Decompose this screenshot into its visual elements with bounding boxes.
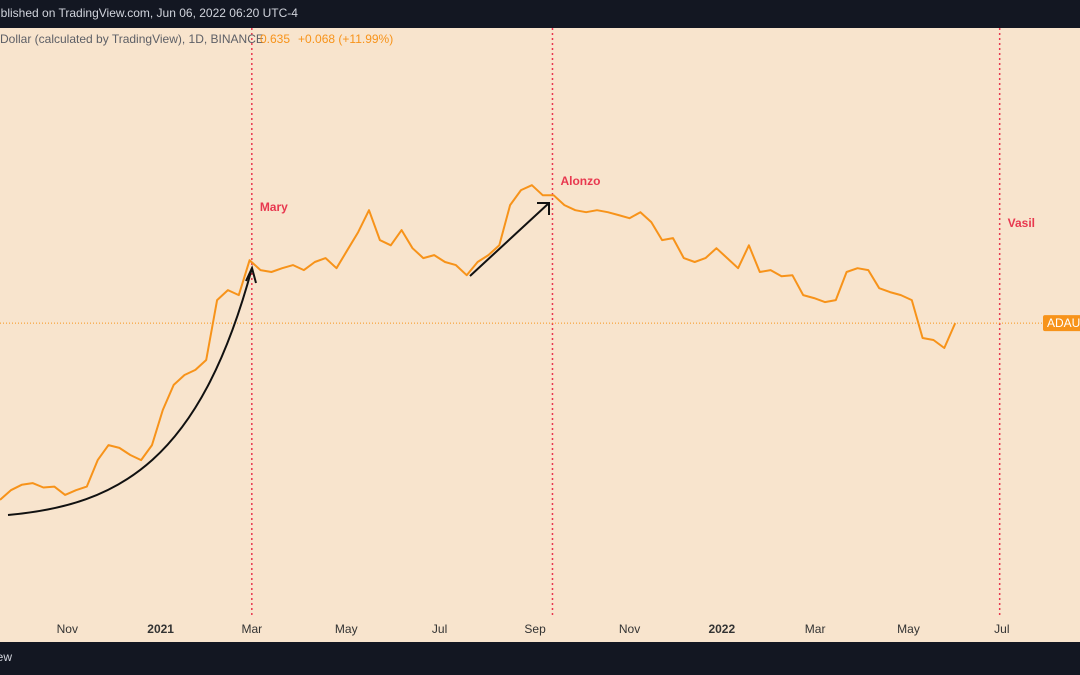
x-tick-label: Mar: [805, 622, 826, 636]
brand: TradingView: [0, 650, 12, 664]
arrowhead: [537, 202, 550, 215]
x-tick-label: May: [897, 622, 920, 636]
price-change: +0.068 (+11.99%): [298, 32, 393, 46]
x-tick-label: 2022: [708, 622, 735, 636]
x-tick-label: 2021: [147, 622, 174, 636]
x-tick-label: Nov: [619, 622, 640, 636]
published-note: Published on TradingView.com, Jun 06, 20…: [0, 6, 298, 20]
event-label: Vasil: [1008, 216, 1035, 230]
price-line: [0, 184, 957, 501]
x-tick-label: Sep: [524, 622, 546, 636]
x-tick-label: May: [335, 622, 358, 636]
top-bar: [0, 0, 1080, 28]
event-label: Alonzo: [560, 174, 600, 188]
plot-area: Nov 2021 Mar May Jul Sep Nov 2022 Mar May Jul Mary A…: [0, 28, 1080, 636]
event-label: Mary: [260, 200, 288, 214]
bottom-bar: [0, 642, 1080, 675]
price-label-box: [1043, 315, 1080, 332]
arrow-annotation: [469, 202, 550, 277]
symbol-title: Dollar (calculated by TradingView), 1D, …: [0, 32, 264, 46]
last-price: 0.635: [260, 32, 290, 46]
price-label: ADAUSD: [1047, 316, 1080, 330]
x-tick-label: Nov: [57, 622, 78, 636]
curve-arrowhead: [245, 265, 257, 284]
x-tick-label: Jul: [994, 622, 1009, 636]
curve-annotation: [7, 267, 253, 516]
x-tick-label: Mar: [241, 622, 262, 636]
x-tick-label: Jul: [432, 622, 447, 636]
